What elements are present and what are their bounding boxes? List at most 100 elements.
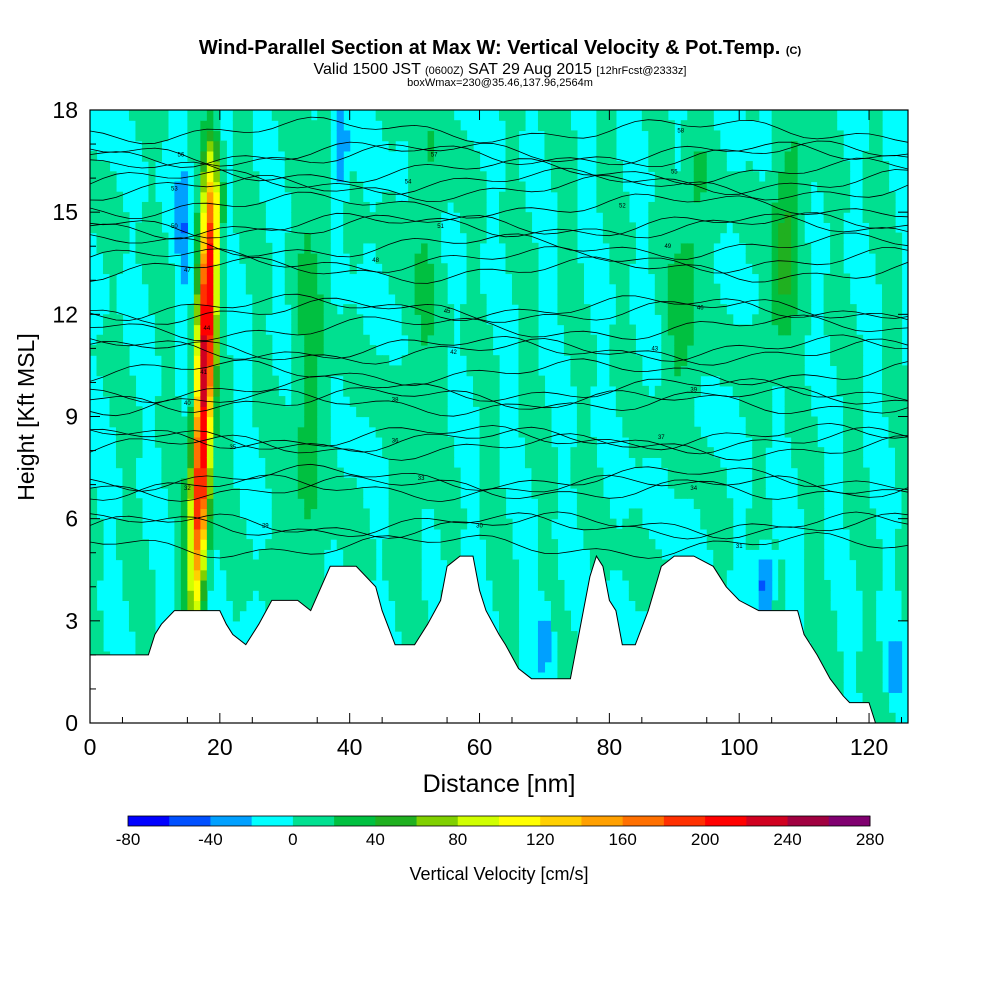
theta-label: 39 bbox=[690, 387, 697, 393]
velocity-cell bbox=[622, 549, 630, 561]
velocity-cell bbox=[382, 355, 390, 367]
velocity-cell bbox=[836, 314, 844, 326]
velocity-cell bbox=[622, 283, 630, 295]
velocity-cell bbox=[524, 263, 533, 275]
velocity-cell bbox=[408, 600, 416, 612]
velocity-cell bbox=[141, 559, 150, 571]
velocity-cell bbox=[297, 171, 305, 183]
velocity-cell bbox=[901, 549, 908, 561]
velocity-cell bbox=[382, 396, 390, 407]
velocity-cell bbox=[232, 528, 240, 540]
velocity-cell bbox=[349, 508, 357, 520]
velocity-cell bbox=[317, 334, 325, 346]
velocity-cell bbox=[219, 518, 227, 530]
velocity-cell bbox=[784, 242, 792, 254]
theta-contour-labels: 29 30313233343536373839404142434445464748… bbox=[171, 128, 743, 549]
velocity-cell bbox=[440, 528, 448, 540]
velocity-cell bbox=[628, 324, 636, 336]
velocity-cell bbox=[830, 314, 838, 326]
velocity-cell bbox=[576, 334, 584, 346]
velocity-cell bbox=[310, 477, 318, 489]
velocity-cell bbox=[895, 569, 903, 581]
velocity-cell bbox=[440, 518, 448, 530]
velocity-cell bbox=[187, 590, 195, 601]
velocity-cell bbox=[141, 201, 150, 213]
velocity-cell bbox=[388, 120, 396, 132]
velocity-cell bbox=[693, 436, 701, 448]
velocity-cell bbox=[661, 273, 669, 285]
velocity-cell bbox=[745, 201, 753, 213]
velocity-cell bbox=[408, 498, 416, 510]
velocity-cell bbox=[141, 242, 150, 254]
velocity-cell bbox=[200, 590, 208, 601]
velocity-cell bbox=[414, 528, 422, 540]
velocity-cell bbox=[310, 191, 318, 203]
velocity-cell bbox=[180, 467, 188, 479]
velocity-cell bbox=[648, 426, 656, 438]
velocity-cell bbox=[622, 191, 630, 203]
velocity-cell bbox=[115, 263, 124, 275]
velocity-cell bbox=[90, 212, 98, 223]
velocity-cell bbox=[524, 447, 533, 458]
velocity-cell bbox=[869, 212, 877, 223]
velocity-cell bbox=[232, 161, 240, 172]
velocity-cell bbox=[758, 324, 766, 336]
velocity-cell bbox=[654, 232, 662, 244]
velocity-cell bbox=[557, 110, 565, 121]
velocity-cell bbox=[102, 365, 111, 377]
velocity-cell bbox=[356, 406, 364, 418]
velocity-cell bbox=[382, 212, 390, 223]
velocity-cell bbox=[518, 253, 526, 264]
velocity-cell bbox=[349, 181, 357, 193]
velocity-cell bbox=[492, 600, 500, 612]
velocity-cell bbox=[589, 549, 597, 561]
velocity-cell bbox=[317, 559, 325, 571]
velocity-cell bbox=[862, 498, 870, 510]
velocity-cell bbox=[252, 201, 260, 213]
velocity-cell bbox=[258, 212, 266, 223]
velocity-cell bbox=[531, 447, 539, 458]
velocity-cell bbox=[206, 539, 214, 550]
velocity-cell bbox=[667, 130, 675, 142]
velocity-cell bbox=[278, 498, 286, 510]
velocity-cell bbox=[414, 355, 422, 367]
velocity-cell bbox=[836, 334, 844, 346]
velocity-cell bbox=[395, 590, 403, 601]
velocity-cell bbox=[466, 253, 474, 264]
velocity-cell bbox=[628, 590, 636, 601]
colorbar-tick-label: 160 bbox=[608, 830, 636, 849]
velocity-cell bbox=[271, 579, 279, 591]
velocity-cell bbox=[700, 212, 708, 223]
velocity-cell bbox=[291, 273, 299, 285]
velocity-cell bbox=[615, 355, 623, 367]
velocity-cell bbox=[102, 375, 111, 387]
velocity-cell bbox=[278, 447, 286, 458]
velocity-cell bbox=[693, 467, 701, 479]
velocity-cell bbox=[869, 161, 877, 172]
velocity-cell bbox=[505, 579, 513, 591]
velocity-cell bbox=[297, 232, 305, 244]
velocity-cell bbox=[583, 355, 591, 367]
theta-contour bbox=[90, 293, 908, 321]
velocity-cell bbox=[434, 436, 442, 448]
velocity-cell bbox=[680, 396, 688, 407]
velocity-cell bbox=[226, 539, 234, 550]
velocity-cell bbox=[135, 232, 143, 244]
velocity-cell bbox=[602, 181, 610, 193]
velocity-cell bbox=[232, 559, 240, 571]
velocity-cell bbox=[615, 253, 623, 264]
velocity-cell bbox=[524, 436, 533, 448]
velocity-cell bbox=[843, 171, 851, 183]
velocity-cell bbox=[434, 324, 442, 336]
theta-label: 53 bbox=[171, 186, 178, 192]
velocity-cell bbox=[265, 590, 273, 601]
velocity-cell bbox=[492, 385, 500, 397]
velocity-cell bbox=[888, 375, 896, 387]
velocity-cell bbox=[317, 355, 325, 367]
velocity-cell bbox=[447, 488, 455, 499]
velocity-cell bbox=[447, 334, 455, 346]
velocity-cell bbox=[265, 365, 273, 377]
velocity-cell bbox=[700, 488, 708, 499]
velocity-cell bbox=[596, 508, 604, 520]
theta-contour bbox=[90, 140, 908, 167]
